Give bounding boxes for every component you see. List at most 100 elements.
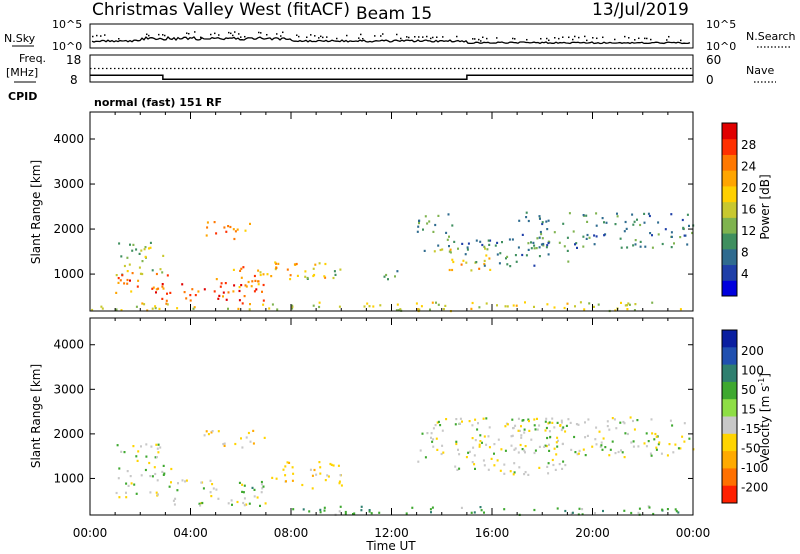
- velocity-point: [353, 512, 356, 515]
- power-point: [154, 307, 157, 310]
- velocity-point: [459, 422, 461, 425]
- velocity-point: [480, 509, 483, 512]
- power-point: [304, 275, 307, 278]
- velocity-point: [513, 462, 516, 465]
- velocity-point: [476, 428, 479, 431]
- velocity-point: [647, 505, 650, 508]
- power-point: [137, 279, 140, 282]
- velocity-point: [217, 430, 220, 433]
- nsearch-label: N.Search: [746, 30, 796, 43]
- velocity-point: [608, 454, 611, 457]
- velocity-point: [116, 444, 119, 447]
- velocity-point: [500, 448, 503, 451]
- power-point: [418, 308, 421, 311]
- power-point: [115, 274, 118, 277]
- power-point: [432, 230, 435, 233]
- velocity-point: [474, 467, 476, 470]
- velocity-point: [533, 418, 536, 421]
- nsky-point: [118, 38, 120, 40]
- velocity-point: [426, 432, 429, 435]
- power-point: [268, 307, 271, 310]
- power-point: [536, 237, 539, 240]
- nsky-point: [668, 35, 670, 38]
- nsky-point: [186, 32, 188, 34]
- power-point: [399, 308, 402, 311]
- velocity-point: [360, 505, 363, 508]
- velocity-point: [441, 444, 444, 447]
- power-point: [553, 306, 556, 309]
- velocity-point: [282, 468, 285, 471]
- velocity-point: [338, 510, 341, 513]
- power-point: [236, 228, 239, 231]
- velocity-point: [118, 496, 121, 499]
- velocity-point: [243, 484, 246, 487]
- nsky-point: [310, 34, 312, 36]
- power-point: [118, 242, 121, 245]
- velocity-colorbar-ticks: 200 100 50 15 -15 -50 -100 -200: [741, 344, 768, 495]
- power-point: [126, 282, 129, 285]
- power-point: [657, 233, 660, 236]
- velocity-point: [308, 510, 311, 513]
- power-point: [444, 304, 447, 307]
- velocity-point: [562, 460, 565, 463]
- velocity-point: [517, 451, 520, 454]
- power-point: [304, 270, 307, 273]
- velocity-point: [503, 463, 506, 466]
- velocity-point: [578, 507, 581, 510]
- velocity-point: [140, 474, 143, 477]
- power-colorbar-tick: 16: [741, 203, 756, 217]
- velocity-point: [493, 464, 496, 467]
- velocity-point: [222, 443, 225, 446]
- velocity-point: [544, 420, 547, 423]
- power-point: [449, 251, 452, 254]
- power-point: [643, 212, 646, 215]
- nsky-point: [306, 36, 308, 39]
- power-point: [217, 297, 220, 300]
- velocity-point: [649, 452, 652, 455]
- power-point: [603, 221, 605, 224]
- power-point: [241, 302, 244, 305]
- velocity-point: [326, 474, 329, 477]
- velocity-point: [591, 445, 594, 448]
- power-point: [215, 232, 218, 235]
- power-point: [244, 284, 247, 287]
- velocity-point: [144, 468, 147, 472]
- velocity-point: [429, 508, 432, 511]
- velocity-point: [545, 445, 548, 448]
- nsky-point: [210, 33, 212, 36]
- velocity-point: [514, 424, 517, 427]
- nsky-point: [336, 37, 338, 40]
- power-point: [681, 218, 684, 222]
- velocity-point: [543, 445, 546, 448]
- velocity-point: [473, 463, 476, 466]
- power-point: [582, 214, 585, 217]
- nsky-point: [360, 33, 362, 36]
- velocity-point: [157, 443, 160, 446]
- power-point: [579, 301, 582, 304]
- power-point: [588, 302, 591, 305]
- power-point: [420, 305, 423, 308]
- power-point: [366, 302, 369, 305]
- velocity-point: [671, 424, 674, 427]
- velocity-point: [241, 483, 244, 486]
- power-point: [233, 284, 236, 287]
- power-point: [475, 239, 478, 242]
- y-tick-label: 1000: [53, 267, 84, 281]
- velocity-point: [118, 467, 121, 470]
- power-point: [683, 234, 686, 237]
- power-point: [439, 248, 442, 252]
- velocity-point: [431, 440, 434, 443]
- velocity-point: [571, 511, 574, 514]
- freq-label-line1: Freq.: [19, 52, 46, 65]
- power-point: [162, 254, 165, 257]
- nsky-point: [406, 36, 408, 38]
- velocity-point: [534, 428, 537, 431]
- velocity-point: [527, 473, 530, 476]
- power-point: [249, 222, 251, 225]
- power-point: [244, 229, 247, 232]
- power-point: [161, 271, 164, 274]
- velocity-point: [669, 419, 672, 422]
- velocity-point: [125, 491, 127, 494]
- velocity-point: [479, 506, 482, 509]
- nsky-point: [200, 36, 202, 39]
